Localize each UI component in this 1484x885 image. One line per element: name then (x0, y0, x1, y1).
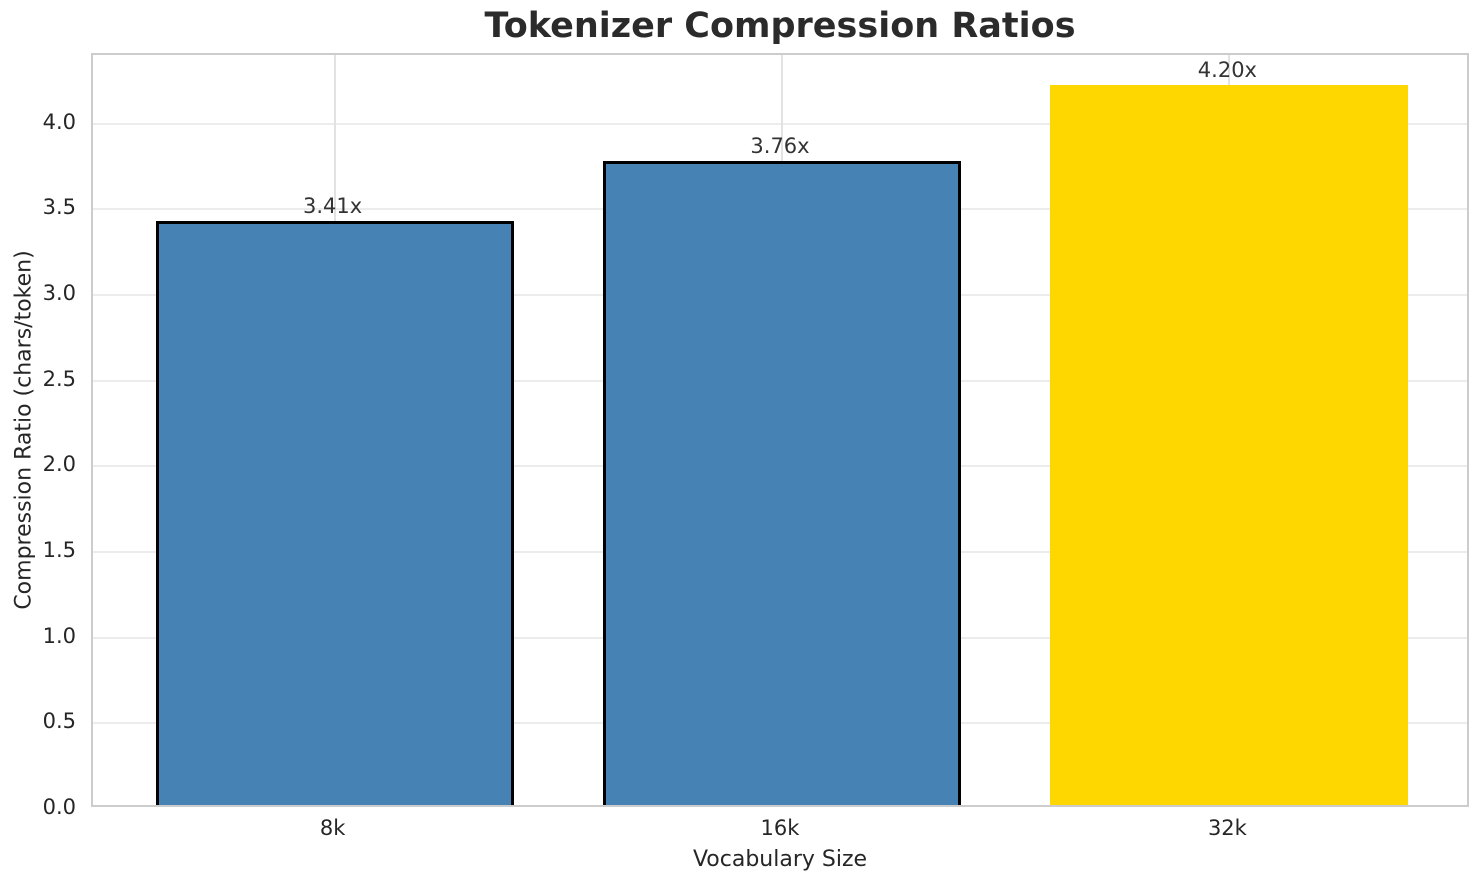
y-axis-label: Compression Ratio (chars/token) (11, 250, 37, 610)
y-tick-label: 3.5 (42, 195, 76, 220)
bar-16k (603, 160, 961, 805)
y-tick-label: 4.0 (42, 109, 76, 134)
chart-title: Tokenizer Compression Ratios (484, 6, 1076, 46)
bar-8k (155, 220, 514, 805)
x-tick-label: 8k (319, 816, 346, 840)
y-tick-label: 3.0 (42, 280, 76, 305)
y-tick-label: 1.0 (42, 623, 76, 648)
bar-value-label: 3.41x (303, 193, 363, 218)
y-tick-label: 2.0 (42, 452, 76, 477)
x-tick-label: 32k (1207, 816, 1247, 840)
x-axis-label: Vocabulary Size (692, 847, 868, 872)
y-tick-label: 0.0 (42, 795, 76, 819)
bar-value-label: 3.76x (750, 133, 810, 158)
plot-area (91, 53, 1469, 807)
bar-32k (1050, 85, 1409, 805)
y-tick-label: 0.5 (42, 709, 76, 734)
y-tick-label: 1.5 (42, 537, 76, 562)
bar-value-label: 4.20x (1197, 58, 1257, 83)
y-gridline (93, 122, 1467, 125)
x-tick-label: 16k (760, 816, 800, 840)
y-tick-label: 2.5 (42, 366, 76, 391)
